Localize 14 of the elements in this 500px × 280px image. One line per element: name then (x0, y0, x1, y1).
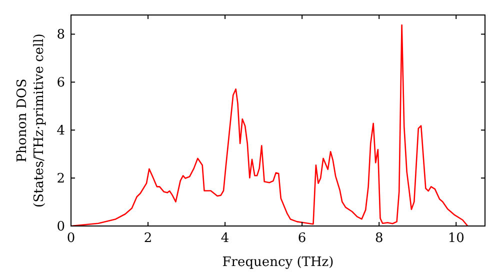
y-tick-label: 2 (56, 172, 65, 187)
x-tick-label: 10 (448, 231, 464, 246)
line-series (71, 24, 468, 226)
y-tick-label: 0 (56, 220, 65, 234)
y-tick-label: 8 (56, 28, 65, 43)
x-tick-label: 2 (144, 231, 152, 246)
x-tick-label: 6 (298, 231, 306, 246)
x-tick-label: 8 (374, 231, 384, 246)
y-tick-label: 6 (56, 76, 65, 91)
x-tick-label: 4 (220, 231, 230, 246)
y-tick-label: 4 (56, 124, 65, 139)
y-axis-title: Phonon DOS (States/THz·primitive cell) (15, 33, 47, 208)
x-tick-label: 0 (66, 231, 76, 246)
x-axis-title: Frequency (THz) (222, 255, 334, 270)
